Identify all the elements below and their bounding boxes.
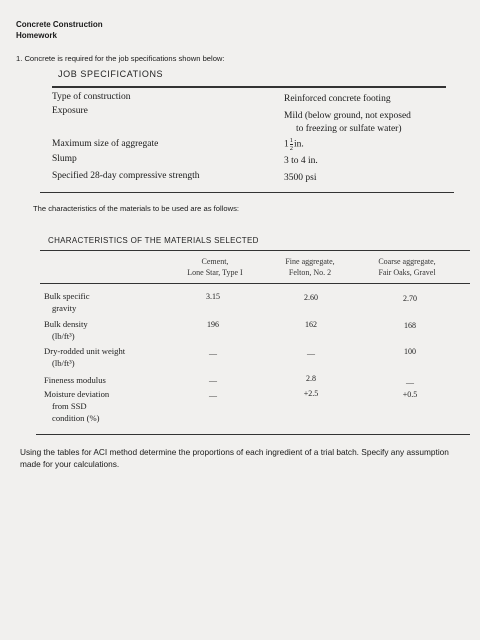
- materials-intro: The characteristics of the materials to …: [33, 204, 239, 213]
- cell-fine-specific-gravity: 2.60: [304, 293, 318, 302]
- row-label-bulk-density: Bulk density (lb/ft³): [44, 319, 88, 341]
- col-header-fine-aggregate: Fine aggregate, Felton, No. 2: [285, 257, 335, 277]
- cell-coarse-moisture: +0.5: [402, 390, 418, 399]
- cell-fine-dry-rodded: —: [307, 349, 315, 358]
- table-top-rule: [40, 250, 470, 252]
- job-spec-title: JOB SPECIFICATIONS: [58, 69, 164, 79]
- cell-cement-bulk-density: 196: [207, 320, 219, 329]
- spec-value-max-aggregate: 1 1 2 in.: [284, 137, 304, 152]
- spec-value-exposure-1: Mild (below ground, not exposed: [284, 111, 411, 121]
- spec-label-strength: Specified 28-day compressive strength: [52, 171, 200, 181]
- cell-fine-bulk-density: 162: [305, 320, 317, 329]
- spec-label-exposure: Exposure: [52, 106, 88, 116]
- row-label-fineness-modulus: Fineness modulus: [44, 375, 106, 385]
- cell-cement-specific-gravity: 3.15: [206, 292, 220, 301]
- cell-fine-moisture: +2.5: [303, 389, 319, 398]
- document-header: Concrete Construction Homework: [16, 19, 103, 41]
- table-header-rule: [40, 283, 470, 284]
- spec-value-slump: 3 to 4 in.: [284, 156, 318, 166]
- instructions-text: Using the tables for ACI method determin…: [20, 447, 449, 469]
- spec-value-strength: 3500 psi: [284, 173, 317, 183]
- cell-fine-fineness: 2.8: [306, 374, 316, 383]
- cell-coarse-dry-rodded: 100: [404, 347, 416, 356]
- cell-cement-dry-rodded: —: [209, 349, 217, 358]
- row-label-dry-rodded: Dry-rodded unit weight (lb/ft³): [44, 346, 126, 368]
- table-bottom-rule: [36, 434, 470, 436]
- cell-coarse-specific-gravity: 2.70: [403, 294, 417, 303]
- spec-value-exposure-2: to freezing or sulfate water): [296, 124, 402, 134]
- materials-table-title: CHARACTERISTICS OF THE MATERIALS SELECTE…: [48, 236, 259, 245]
- row-label-moisture-deviation: Moisture deviation from SSD condition (%…: [44, 389, 110, 423]
- spec-value-type: Reinforced concrete footing: [284, 94, 391, 104]
- course-title: Concrete Construction: [16, 20, 103, 29]
- cell-cement-moisture: —: [209, 391, 217, 400]
- spec-bottom-rule: [40, 192, 454, 193]
- col-header-cement: Cement, Lone Star, Type I: [187, 257, 243, 277]
- spec-label-slump: Slump: [52, 154, 77, 164]
- spec-label-max-aggregate: Maximum size of aggregate: [52, 139, 159, 149]
- question-text: 1. Concrete is required for the job spec…: [16, 54, 225, 63]
- cell-cement-fineness: —: [209, 376, 217, 385]
- spec-top-rule: [52, 86, 446, 88]
- col-header-coarse-aggregate: Coarse aggregate, Fair Oaks, Gravel: [378, 257, 436, 277]
- cell-coarse-fineness: —: [406, 378, 414, 387]
- row-label-specific-gravity: Bulk specific gravity: [44, 291, 90, 313]
- spec-label-type: Type of construction: [52, 92, 131, 102]
- cell-coarse-bulk-density: 168: [404, 321, 416, 330]
- document-type: Homework: [16, 31, 57, 40]
